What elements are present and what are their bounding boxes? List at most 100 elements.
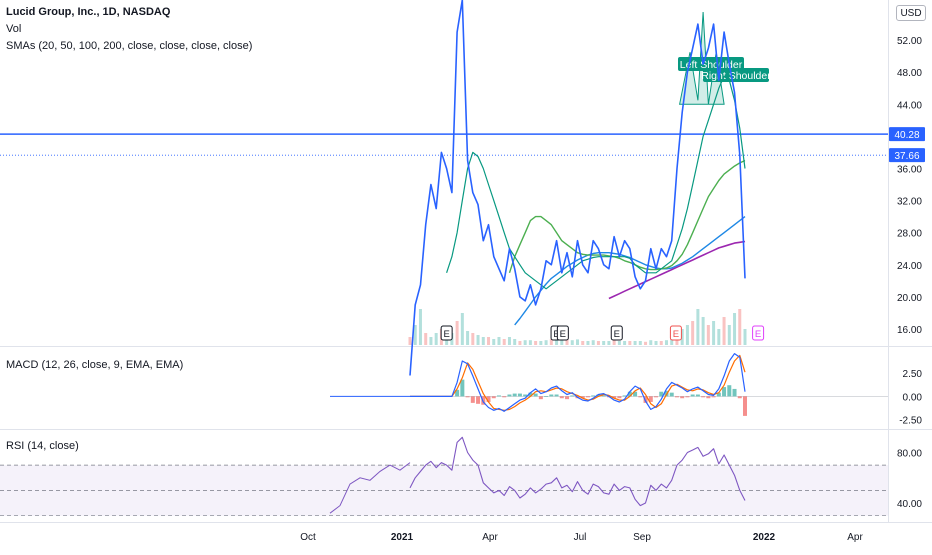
rsi-tick-label: 80.00 [897, 448, 922, 459]
price-tick-label: 44.00 [897, 100, 922, 111]
macd-histogram-bar [460, 379, 465, 397]
macd-histogram-bar [517, 393, 522, 397]
volume-bar [649, 340, 653, 345]
macd-histogram-bar [465, 396, 470, 398]
earnings-marker-text: E [755, 329, 761, 340]
macd-histogram-bar [690, 394, 695, 397]
price-line [409, 0, 746, 376]
earnings-marker[interactable] [440, 325, 453, 341]
macd-histogram-bar [701, 396, 706, 398]
volume-bar [492, 339, 496, 345]
macd-histogram-bar [722, 387, 727, 397]
price-tick-label: 52.00 [897, 36, 922, 47]
macd-histogram-bar [591, 395, 596, 397]
hline-price-text: 40.28 [894, 130, 919, 141]
earnings-marker[interactable] [556, 325, 569, 341]
volume-bar [691, 321, 695, 345]
sma20-line [446, 75, 746, 290]
sma50-line [508, 159, 746, 274]
earnings-marker[interactable] [610, 325, 623, 341]
volume-bar [523, 340, 527, 345]
macd-histogram-bar [711, 396, 716, 398]
right-shoulder-label-text: Right Shoulder [701, 70, 771, 82]
earnings-marker-text: E [673, 329, 679, 340]
volume-bar [560, 337, 564, 345]
sma100-line [514, 216, 746, 326]
macd-indicator-label: MACD (12, 26, close, 9, EMA, EMA) [6, 359, 184, 371]
price-tick-label: 16.00 [897, 325, 922, 336]
macd-histogram-bar [612, 396, 617, 399]
currency-button[interactable]: USD [896, 5, 926, 21]
macd-histogram-bar [559, 396, 564, 399]
macd-histogram-bar [617, 396, 622, 399]
macd-histogram-bar [549, 394, 554, 397]
macd-histogram-bar [706, 396, 711, 399]
last-price-text: 37.66 [894, 151, 919, 162]
macd-histogram-bar [695, 394, 700, 397]
volume-bar [617, 341, 621, 345]
earnings-marker[interactable] [752, 325, 765, 341]
macd-histogram-bar [601, 395, 606, 397]
earnings-marker[interactable] [669, 325, 682, 341]
macd-line [410, 353, 746, 412]
volume-bar [581, 341, 585, 345]
sma200-line [608, 240, 746, 300]
volume-bar [408, 337, 412, 345]
volume-bar [717, 329, 721, 345]
volume-bar [738, 309, 742, 345]
macd-histogram-bar [633, 391, 638, 397]
volume-bar [664, 340, 668, 345]
volume-bar [418, 309, 422, 345]
volume-bar [539, 341, 543, 345]
x-tick-label: 2021 [391, 532, 414, 543]
volume-bar [644, 341, 648, 345]
volume-bar [476, 335, 480, 345]
macd-histogram-bar [470, 396, 475, 403]
macd-histogram-bar [491, 396, 496, 399]
volume-bar [638, 341, 642, 345]
macd-histogram-bar [523, 394, 528, 397]
macd-histogram-bar [486, 396, 491, 402]
x-tick-label: Oct [300, 532, 316, 543]
price-tick-label: 36.00 [897, 164, 922, 175]
macd-histogram-bar [627, 391, 632, 397]
volume-bar [591, 340, 595, 345]
volume-bar [623, 341, 627, 345]
volume-bar [497, 337, 501, 345]
x-tick-label: Apr [482, 532, 498, 543]
volume-bar [628, 341, 632, 345]
macd-histogram-bar [476, 396, 481, 404]
macd-histogram-bar [685, 396, 690, 398]
volume-bar [455, 321, 459, 345]
volume-bar [722, 317, 726, 345]
macd-histogram-bar [654, 396, 659, 398]
volume-bar [487, 337, 491, 345]
left-shoulder-label-box [678, 57, 744, 71]
earnings-marker-text: E [443, 329, 449, 340]
macd-histogram-bar [743, 396, 747, 416]
volume-bar [659, 341, 663, 345]
macd-histogram-bar [570, 395, 575, 397]
earnings-marker-text: E [560, 329, 566, 340]
volume-bar [727, 325, 731, 345]
macd-histogram-bar [648, 396, 653, 402]
volume-bar [706, 325, 710, 345]
volume-bar [460, 313, 464, 345]
volume-bar [696, 309, 700, 345]
volume-bar [507, 337, 511, 345]
macd-histogram-bar [732, 388, 737, 397]
macd-signal-line [410, 354, 746, 411]
price-tick-label: 20.00 [897, 293, 922, 304]
macd-histogram-bar [533, 393, 538, 397]
x-tick-label: Apr [847, 532, 863, 543]
macd-histogram-bar [716, 392, 721, 397]
macd-histogram-bar [544, 396, 549, 397]
price-tick-label: 48.00 [897, 68, 922, 79]
volume-bar [633, 341, 637, 345]
rsi-tick-label: 40.00 [897, 499, 922, 510]
macd-tick-label: 2.50 [903, 369, 923, 380]
volume-bar [685, 325, 689, 345]
hline-price-badge [889, 127, 925, 142]
